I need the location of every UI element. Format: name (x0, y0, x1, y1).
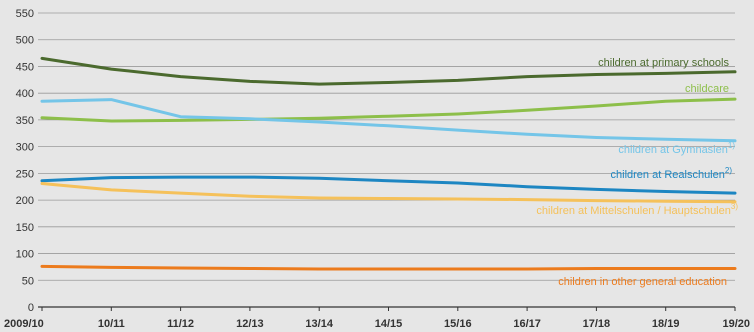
series-line (40, 56, 737, 86)
x-tick-label: 15/16 (444, 318, 472, 330)
x-axis-ticks: 2009/10 10/11 11/12 12/13 13/14 14/15 15/16 16/… (4, 307, 750, 330)
y-tick-label: 350 (16, 115, 34, 127)
y-tick-label: 450 (16, 61, 34, 73)
y-tick-label: 250 (16, 168, 34, 180)
series-line (40, 98, 737, 143)
x-tick-label: 13/14 (305, 318, 333, 330)
series-line (40, 97, 737, 123)
series-label: children at primary schools (598, 57, 729, 69)
x-tick-label: 14/15 (375, 318, 403, 330)
x-tick-label: 12/13 (236, 318, 264, 330)
y-axis-ticks: 0 50 100 150 200 250 300 350 400 450 500 550 (16, 8, 34, 314)
x-tick-label: 19/20 (722, 318, 750, 330)
series-label: children in other general education (558, 276, 727, 288)
series-labels: children at primary schools childcare chil… (536, 57, 738, 288)
series-label: children at Gymnasien1) (618, 141, 735, 156)
series-label: childcare (685, 83, 729, 95)
x-tick-label: 17/18 (583, 318, 611, 330)
series-line (40, 175, 737, 195)
x-tick-label: 11/12 (167, 318, 194, 330)
series-label: children at Realschulen2) (611, 166, 733, 181)
series-line (40, 182, 737, 204)
x-tick-label: 18/19 (652, 318, 680, 330)
x-tick-label: 16/17 (513, 318, 541, 330)
y-tick-label: 500 (16, 35, 34, 47)
x-tick-label: 2009/10 (4, 318, 44, 330)
series-label: children at Mittelschulen / Hauptschulen… (536, 202, 738, 217)
y-tick-label: 200 (16, 195, 34, 207)
y-tick-label: 550 (16, 8, 34, 20)
x-tick-label: 10/11 (98, 318, 125, 330)
y-tick-label: 50 (22, 275, 34, 287)
gridlines (38, 12, 735, 308)
y-tick-label: 150 (16, 222, 34, 234)
y-tick-label: 400 (16, 88, 34, 100)
series-line (40, 264, 737, 271)
series-lines (40, 56, 737, 271)
y-tick-label: 0 (28, 302, 34, 314)
y-tick-label: 100 (16, 249, 34, 261)
y-tick-label: 300 (16, 142, 34, 154)
